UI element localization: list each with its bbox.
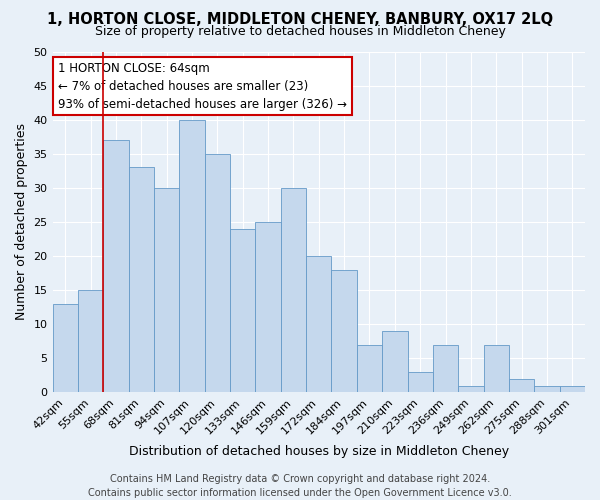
Bar — [458, 386, 484, 392]
Bar — [256, 222, 281, 392]
Bar — [331, 270, 357, 392]
Bar — [53, 304, 78, 392]
X-axis label: Distribution of detached houses by size in Middleton Cheney: Distribution of detached houses by size … — [129, 444, 509, 458]
Bar — [179, 120, 205, 392]
Bar — [560, 386, 585, 392]
Bar — [509, 378, 534, 392]
Text: 1 HORTON CLOSE: 64sqm
← 7% of detached houses are smaller (23)
93% of semi-detac: 1 HORTON CLOSE: 64sqm ← 7% of detached h… — [58, 62, 347, 110]
Text: Contains HM Land Registry data © Crown copyright and database right 2024.
Contai: Contains HM Land Registry data © Crown c… — [88, 474, 512, 498]
Bar — [205, 154, 230, 392]
Text: Size of property relative to detached houses in Middleton Cheney: Size of property relative to detached ho… — [95, 25, 505, 38]
Bar — [78, 290, 103, 392]
Bar — [154, 188, 179, 392]
Bar — [382, 331, 407, 392]
Text: 1, HORTON CLOSE, MIDDLETON CHENEY, BANBURY, OX17 2LQ: 1, HORTON CLOSE, MIDDLETON CHENEY, BANBU… — [47, 12, 553, 28]
Bar — [407, 372, 433, 392]
Bar — [103, 140, 128, 392]
Bar — [230, 228, 256, 392]
Bar — [433, 344, 458, 393]
Bar — [306, 256, 331, 392]
Bar — [357, 344, 382, 393]
Bar — [128, 168, 154, 392]
Y-axis label: Number of detached properties: Number of detached properties — [15, 124, 28, 320]
Bar — [281, 188, 306, 392]
Bar — [534, 386, 560, 392]
Bar — [484, 344, 509, 393]
